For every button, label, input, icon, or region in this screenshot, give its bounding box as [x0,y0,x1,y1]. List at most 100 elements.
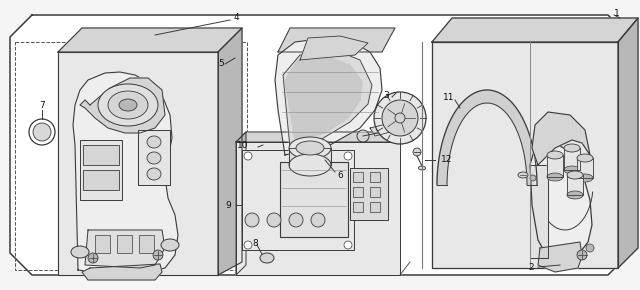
Ellipse shape [564,166,580,174]
Polygon shape [285,56,362,140]
Polygon shape [577,158,593,178]
Circle shape [289,213,303,227]
Text: 8: 8 [252,238,258,247]
Circle shape [586,244,594,252]
Polygon shape [530,165,548,258]
Ellipse shape [161,239,179,251]
Polygon shape [547,155,563,177]
Polygon shape [564,148,580,170]
Ellipse shape [289,137,331,159]
Text: 9: 9 [225,200,231,209]
Polygon shape [289,148,331,165]
Polygon shape [618,18,638,268]
Bar [350,168,388,220]
Circle shape [577,250,587,260]
Polygon shape [82,264,162,280]
Ellipse shape [119,99,137,111]
Circle shape [244,241,252,249]
Bar [80,140,122,200]
Ellipse shape [577,154,593,162]
Polygon shape [300,36,368,60]
Ellipse shape [296,141,324,155]
Polygon shape [567,175,583,195]
Ellipse shape [419,166,426,170]
Polygon shape [80,78,165,133]
Circle shape [530,175,536,181]
Text: 1: 1 [614,8,620,17]
Ellipse shape [147,152,161,164]
Polygon shape [532,112,590,165]
Ellipse shape [518,172,528,178]
Circle shape [153,250,163,260]
Polygon shape [432,18,638,42]
Circle shape [245,213,259,227]
Polygon shape [10,15,630,275]
Polygon shape [73,72,178,273]
Polygon shape [432,42,618,268]
Ellipse shape [547,151,563,159]
Ellipse shape [71,246,89,258]
Bar [117,235,132,253]
Circle shape [413,148,421,156]
Circle shape [33,123,51,141]
Text: 10: 10 [237,142,248,151]
Ellipse shape [547,173,563,181]
Polygon shape [278,28,395,52]
Bar [353,202,363,212]
Text: 5: 5 [218,59,224,68]
Polygon shape [236,132,246,275]
Bar [370,187,380,197]
Polygon shape [530,140,592,260]
Polygon shape [437,90,537,185]
Circle shape [244,152,252,160]
Ellipse shape [147,168,161,180]
Circle shape [374,92,426,144]
Polygon shape [283,50,372,148]
Ellipse shape [147,136,161,148]
Text: 11: 11 [442,93,454,102]
Text: 12: 12 [441,155,452,164]
Bar [95,235,110,253]
Text: 7: 7 [39,102,45,110]
Ellipse shape [564,144,580,152]
Circle shape [344,241,352,249]
Bar [353,172,363,182]
Circle shape [267,213,281,227]
Ellipse shape [567,191,583,199]
Bar [370,202,380,212]
Polygon shape [58,52,218,275]
Circle shape [382,100,418,136]
Circle shape [357,130,369,142]
Ellipse shape [260,253,274,263]
Polygon shape [58,28,242,52]
Bar [242,150,354,250]
Bar [83,170,119,190]
Text: 6: 6 [337,171,343,180]
Polygon shape [236,142,400,275]
Text: 3: 3 [383,90,389,99]
Circle shape [88,253,98,263]
Ellipse shape [98,84,158,126]
Bar [353,187,363,197]
Circle shape [29,119,55,145]
Polygon shape [218,28,242,275]
Bar [139,235,154,253]
Text: 2: 2 [529,262,534,271]
Polygon shape [538,242,582,272]
Circle shape [395,113,405,123]
Circle shape [311,213,325,227]
Bar [280,162,348,237]
Polygon shape [236,132,410,142]
Circle shape [344,152,352,160]
Bar [370,172,380,182]
Polygon shape [370,122,398,136]
Polygon shape [275,38,382,155]
Ellipse shape [108,91,148,119]
Ellipse shape [567,171,583,179]
Text: 4: 4 [233,12,239,21]
Ellipse shape [577,174,593,182]
Bar [15,42,247,270]
Bar [83,145,119,165]
Polygon shape [85,230,165,268]
Ellipse shape [289,154,331,176]
